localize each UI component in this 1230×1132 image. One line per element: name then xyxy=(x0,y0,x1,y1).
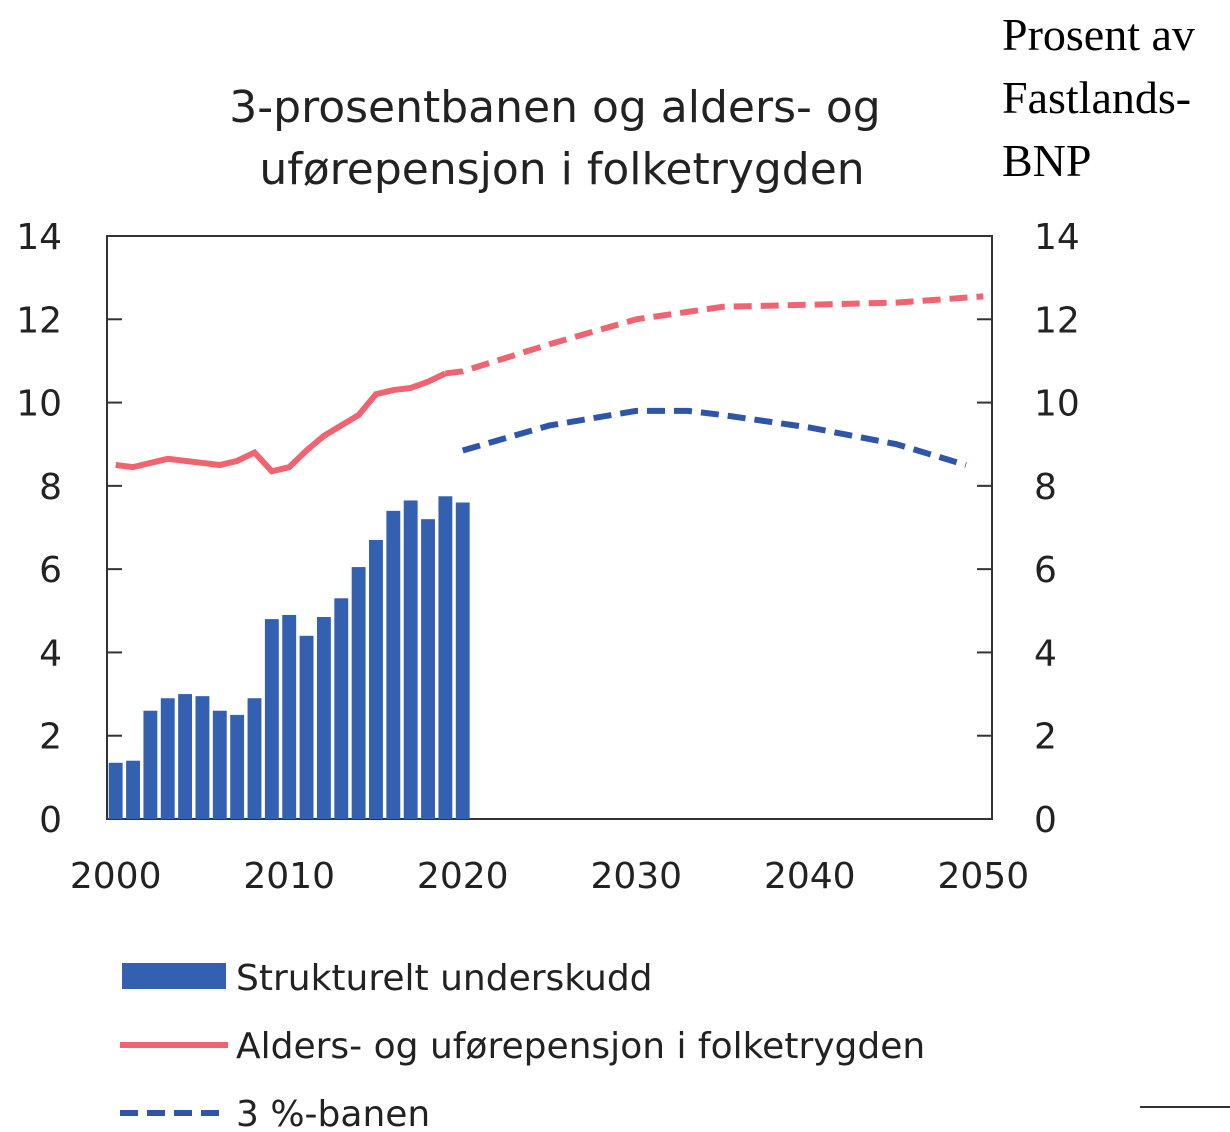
bar xyxy=(369,539,383,819)
y-tick-label: 8 xyxy=(39,467,62,508)
bar xyxy=(178,694,193,819)
line xyxy=(461,407,967,468)
bar xyxy=(455,502,470,819)
y2-tick-label: 8 xyxy=(1034,467,1057,508)
legend-label: Alders- og uførepensjon i folketrygden xyxy=(236,1026,925,1067)
x-tick-label: 2040 xyxy=(764,856,856,897)
bar xyxy=(421,519,435,819)
y2-tick-label: 14 xyxy=(1034,217,1080,258)
y2-axis-label: BNP xyxy=(1002,135,1091,186)
bar xyxy=(438,496,453,819)
bar xyxy=(230,714,245,819)
bar xyxy=(316,617,331,819)
y-tick-label: 4 xyxy=(39,633,62,674)
legend-swatch xyxy=(122,963,226,989)
y2-tick-label: 12 xyxy=(1034,300,1080,341)
chart-title: 3-prosentbanen og alders- og xyxy=(229,82,880,133)
legend-label: Strukturelt underskudd xyxy=(236,958,653,999)
y2-tick-label: 4 xyxy=(1034,633,1057,674)
plot-frame xyxy=(106,235,993,820)
legend-label: 3 %-banen xyxy=(236,1094,430,1132)
y-tick-label: 10 xyxy=(16,384,62,425)
x-tick-label: 2010 xyxy=(243,856,335,897)
y-tick-label: 2 xyxy=(39,717,62,758)
line xyxy=(115,370,447,475)
bar xyxy=(195,696,210,819)
bar xyxy=(403,500,418,819)
y2-tick-label: 0 xyxy=(1034,800,1057,841)
bar xyxy=(264,619,279,819)
line xyxy=(445,293,984,377)
x-tick-label: 2020 xyxy=(417,856,509,897)
x-tick-label: 2030 xyxy=(590,856,682,897)
y2-axis-label: Fastlands- xyxy=(1002,72,1191,123)
bar xyxy=(334,598,349,819)
bar xyxy=(247,698,262,819)
x-tick-label: 2050 xyxy=(938,856,1030,897)
y-tick-label: 12 xyxy=(16,300,62,341)
y-tick-label: 6 xyxy=(39,550,62,591)
bar xyxy=(212,710,227,819)
bar xyxy=(299,635,314,819)
bar xyxy=(108,762,123,819)
bar xyxy=(160,698,175,819)
bar xyxy=(351,567,366,819)
y2-tick-label: 2 xyxy=(1034,717,1057,758)
chart-title: uførepensjon i folketrygden xyxy=(259,144,864,195)
y-tick-label: 14 xyxy=(16,217,62,258)
y2-tick-label: 6 xyxy=(1034,550,1057,591)
y2-axis-label: Prosent av xyxy=(1002,9,1195,60)
bar xyxy=(143,710,158,819)
y-tick-label: 0 xyxy=(39,800,62,841)
bar xyxy=(126,760,140,819)
x-tick-label: 2000 xyxy=(70,856,162,897)
bar xyxy=(386,510,401,819)
bar xyxy=(282,614,297,819)
y2-tick-label: 10 xyxy=(1034,384,1080,425)
